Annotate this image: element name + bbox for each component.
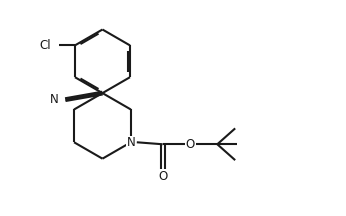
Text: Cl: Cl [39,39,51,52]
Text: O: O [158,170,167,183]
Text: N: N [127,136,135,149]
Text: O: O [186,138,195,151]
Text: N: N [49,93,58,106]
